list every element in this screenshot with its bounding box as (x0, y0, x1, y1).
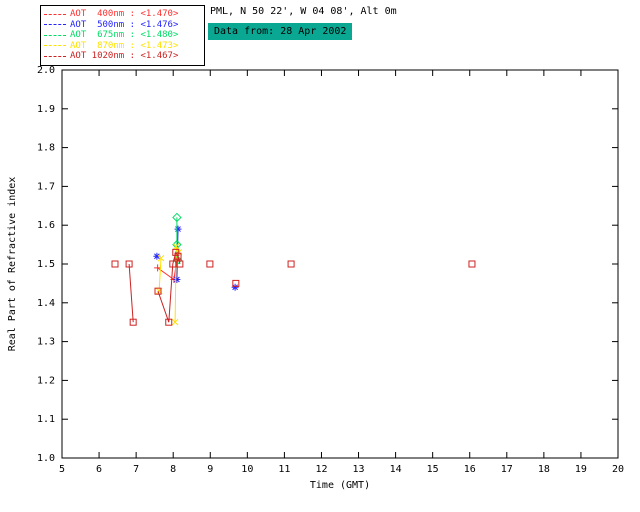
svg-text:1.3: 1.3 (37, 337, 55, 348)
legend-label: AOT 675nm : <1.480> (70, 30, 179, 41)
svg-text:2.0: 2.0 (37, 65, 55, 76)
legend-box: AOT 400nm : <1.470> AOT 500nm : <1.476> AO… (40, 5, 205, 66)
svg-text:7: 7 (133, 464, 139, 475)
legend-item: AOT 675nm : <1.480> (44, 30, 201, 41)
svg-text:5: 5 (59, 464, 65, 475)
date-banner: Data from: 28 Apr 2002 (208, 23, 353, 40)
legend-line-swatch (44, 24, 66, 26)
legend-line-swatch (44, 55, 66, 57)
svg-text:1.7: 1.7 (37, 181, 55, 192)
svg-text:1.5: 1.5 (37, 259, 55, 270)
svg-text:13: 13 (353, 464, 365, 475)
legend-label: AOT 870nm : <1.473> (70, 40, 179, 51)
legend-label: AOT 500nm : <1.476> (70, 19, 179, 30)
svg-text:20: 20 (612, 464, 624, 475)
legend-item: AOT 1020nm : <1.467> (44, 51, 201, 62)
svg-text:17: 17 (501, 464, 513, 475)
svg-text:18: 18 (538, 464, 550, 475)
svg-text:10: 10 (241, 464, 253, 475)
svg-text:12: 12 (315, 464, 327, 475)
svg-text:1.0: 1.0 (37, 453, 55, 464)
svg-text:9: 9 (207, 464, 213, 475)
svg-text:19: 19 (575, 464, 587, 475)
svg-text:11: 11 (278, 464, 290, 475)
svg-text:1.4: 1.4 (37, 298, 55, 309)
svg-text:6: 6 (96, 464, 102, 475)
svg-text:16: 16 (464, 464, 476, 475)
svg-text:Time (GMT): Time (GMT) (310, 480, 370, 491)
svg-text:1.1: 1.1 (37, 414, 55, 425)
legend-line-swatch (44, 13, 66, 15)
legend-label: AOT 1020nm : <1.467> (70, 51, 179, 62)
svg-text:1.9: 1.9 (37, 104, 55, 115)
site-info-text: PML, N 50 22', W 04 08', Alt 0m (210, 6, 397, 17)
legend-line-swatch (44, 34, 66, 36)
legend-label: AOT 400nm : <1.470> (70, 9, 179, 20)
svg-text:15: 15 (427, 464, 439, 475)
svg-text:14: 14 (390, 464, 402, 475)
legend-item: AOT 400nm : <1.470> (44, 9, 201, 20)
svg-text:1.8: 1.8 (37, 143, 55, 154)
legend-line-swatch (44, 45, 66, 47)
svg-text:Real Part of Refractive index: Real Part of Refractive index (7, 177, 18, 352)
legend-item: AOT 500nm : <1.476> (44, 20, 201, 31)
svg-text:1.6: 1.6 (37, 220, 55, 231)
svg-text:1.2: 1.2 (37, 375, 55, 386)
legend-item: AOT 870nm : <1.473> (44, 41, 201, 52)
svg-text:8: 8 (170, 464, 176, 475)
